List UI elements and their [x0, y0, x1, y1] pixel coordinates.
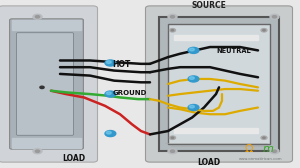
Text: LOAD: LOAD	[197, 158, 220, 167]
Text: LOAD: LOAD	[62, 154, 85, 163]
Bar	[174, 128, 258, 133]
Circle shape	[270, 14, 279, 19]
Bar	[12, 138, 81, 148]
Circle shape	[169, 136, 175, 139]
Text: SOURCE: SOURCE	[191, 1, 226, 10]
Circle shape	[188, 76, 199, 82]
Circle shape	[190, 77, 194, 79]
Circle shape	[170, 150, 175, 152]
Bar	[168, 24, 270, 144]
Text: HOT: HOT	[112, 60, 131, 69]
Circle shape	[105, 60, 116, 66]
Circle shape	[105, 131, 116, 137]
FancyBboxPatch shape	[16, 33, 74, 135]
Bar	[174, 35, 258, 40]
FancyBboxPatch shape	[0, 6, 98, 162]
Circle shape	[168, 149, 177, 154]
Circle shape	[261, 136, 267, 139]
Circle shape	[188, 104, 199, 111]
Circle shape	[190, 48, 194, 51]
Circle shape	[106, 92, 111, 95]
Circle shape	[106, 131, 111, 134]
Circle shape	[33, 14, 42, 19]
Circle shape	[261, 29, 267, 32]
Circle shape	[170, 16, 175, 18]
Circle shape	[190, 105, 194, 108]
Bar	[12, 20, 81, 30]
Text: GROUND: GROUND	[112, 90, 147, 96]
Circle shape	[272, 150, 277, 152]
Circle shape	[105, 91, 116, 97]
Circle shape	[168, 14, 177, 19]
Text: m: m	[263, 144, 274, 154]
Circle shape	[171, 30, 174, 31]
Circle shape	[33, 149, 42, 154]
FancyBboxPatch shape	[146, 6, 292, 162]
Circle shape	[106, 61, 111, 64]
Circle shape	[263, 137, 265, 138]
Circle shape	[171, 137, 174, 138]
Circle shape	[188, 47, 199, 53]
Circle shape	[40, 86, 44, 89]
Circle shape	[263, 30, 265, 31]
Bar	[159, 17, 279, 151]
Text: NEUTRAL: NEUTRAL	[216, 48, 251, 54]
Text: www.onmatirican.com: www.onmatirican.com	[238, 157, 282, 161]
Circle shape	[169, 29, 175, 32]
Circle shape	[270, 149, 279, 154]
Circle shape	[35, 150, 40, 152]
Circle shape	[35, 16, 40, 18]
Circle shape	[272, 16, 277, 18]
FancyBboxPatch shape	[10, 19, 83, 149]
Text: Ω: Ω	[245, 144, 253, 154]
